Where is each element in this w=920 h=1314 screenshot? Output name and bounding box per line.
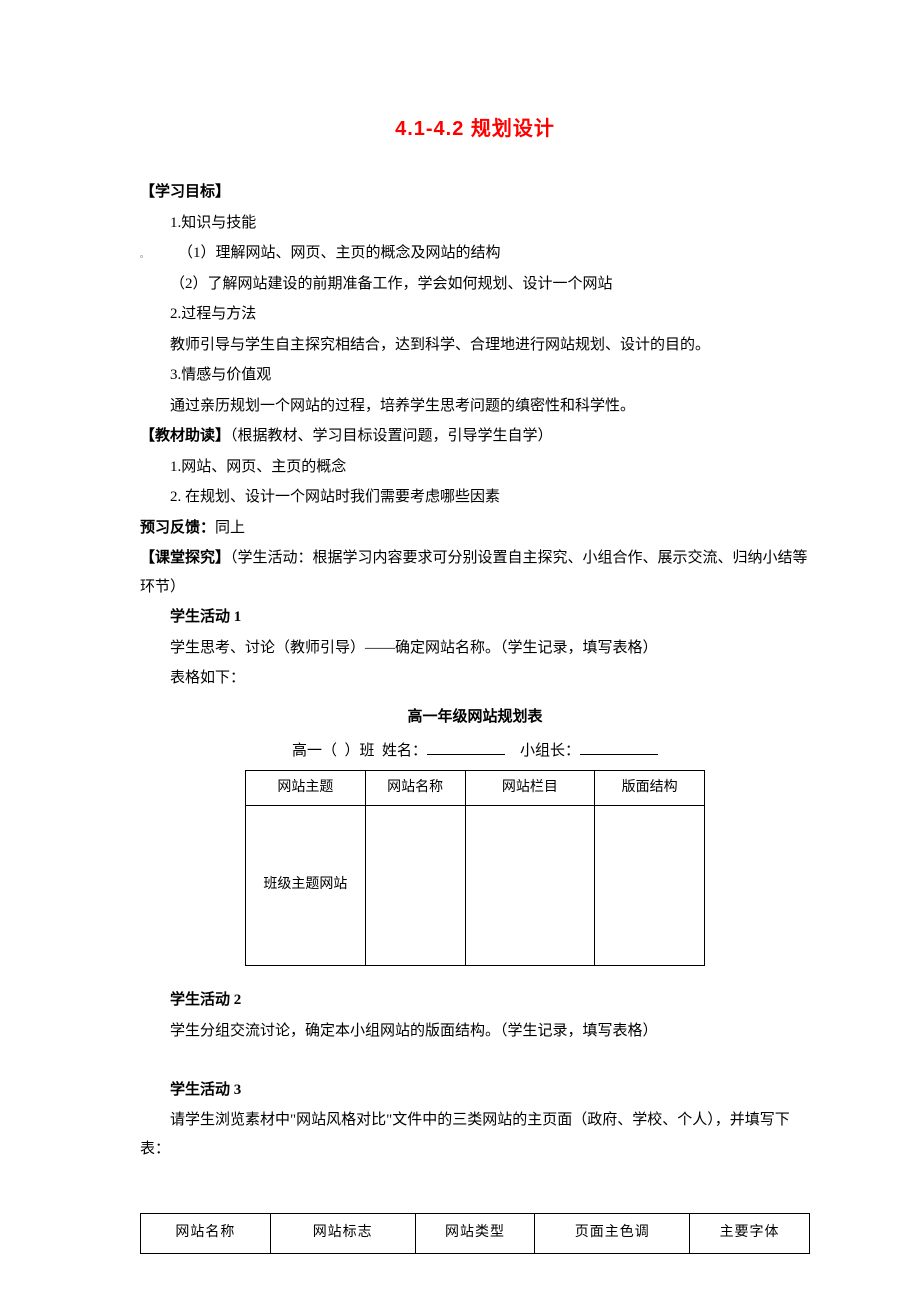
activity1-text: 表格如下： (140, 664, 810, 693)
preview-text: 同上 (215, 520, 245, 536)
table-row: 班级主题网站 (246, 806, 705, 966)
preview-feedback: 预习反馈：同上 (140, 514, 810, 543)
document-title: 4.1-4.2 规划设计 (140, 110, 810, 148)
name-blank[interactable] (427, 740, 505, 755)
explore-note: （学生活动：根据学习内容要求可分别设置自主探究、小组合作、展示交流、归纳小结等环… (140, 550, 808, 595)
table-header: 主要字体 (690, 1214, 810, 1254)
reading-item: 1.网站、网页、主页的概念 (140, 453, 810, 482)
table-header: 网站类型 (415, 1214, 535, 1254)
style-table: 网站名称 网站标志 网站类型 页面主色调 主要字体 (140, 1213, 810, 1254)
goals-item: 教师引导与学生自主探究相结合，达到科学、合理地进行网站规划、设计的目的。 (140, 331, 810, 360)
table1-wrapper: 高一年级网站规划表 高一（ ）班 姓名： 小组长： 网站主题 网站名称 网站栏目… (140, 703, 810, 967)
goals-header: 【学习目标】 (140, 178, 810, 207)
table-header: 网站名称 (141, 1214, 271, 1254)
explore-header: 【课堂探究】 (140, 550, 230, 566)
explore-section: 【课堂探究】（学生活动：根据学习内容要求可分别设置自主探究、小组合作、展示交流、… (140, 544, 810, 601)
goals-item: （2）了解网站建设的前期准备工作，学会如何规划、设计一个网站 (140, 270, 810, 299)
activity1-text: 学生思考、讨论（教师引导）——确定网站名称。（学生记录，填写表格） (140, 634, 810, 663)
planning-table: 网站主题 网站名称 网站栏目 版面结构 班级主题网站 (245, 770, 705, 967)
leader-blank[interactable] (580, 740, 658, 755)
reading-note: （根据教材、学习目标设置问题，引导学生自学） (230, 428, 553, 444)
table-cell[interactable] (465, 806, 595, 966)
table-cell[interactable]: 班级主题网站 (246, 806, 366, 966)
goals-item: 。（1）理解网站、网页、主页的概念及网站的结构 (140, 239, 810, 268)
marker-icon: 。 (140, 250, 148, 259)
goals-item: 1.知识与技能 (140, 209, 810, 238)
reading-header: 【教材助读】 (140, 428, 230, 444)
table-cell[interactable] (595, 806, 705, 966)
goals-item: 3.情感与价值观 (140, 361, 810, 390)
activity2-header: 学生活动 2 (140, 986, 810, 1015)
goals-item: 2.过程与方法 (140, 300, 810, 329)
table-header: 页面主色调 (535, 1214, 690, 1254)
activity2-text: 学生分组交流讨论，确定本小组网站的版面结构。（学生记录，填写表格） (140, 1017, 810, 1046)
table-row: 网站主题 网站名称 网站栏目 版面结构 (246, 770, 705, 806)
reading-item: 2. 在规划、设计一个网站时我们需要考虑哪些因素 (140, 483, 810, 512)
table-header: 网站标志 (270, 1214, 415, 1254)
table-header: 网站主题 (246, 770, 366, 806)
table-header: 网站栏目 (465, 770, 595, 806)
activity3-header: 学生活动 3 (140, 1076, 810, 1105)
activity1-header: 学生活动 1 (140, 603, 810, 632)
table-header: 版面结构 (595, 770, 705, 806)
table-row: 网站名称 网站标志 网站类型 页面主色调 主要字体 (141, 1214, 810, 1254)
table1-title: 高一年级网站规划表 (140, 703, 810, 732)
activity3-text: 请学生浏览素材中"网站风格对比"文件中的三类网站的主页面（政府、学校、个人），并… (140, 1106, 810, 1163)
table-cell[interactable] (365, 806, 465, 966)
preview-label: 预习反馈： (140, 520, 215, 536)
goals-item: 通过亲历规划一个网站的过程，培养学生思考问题的缜密性和科学性。 (140, 392, 810, 421)
table1-meta: 高一（ ）班 姓名： 小组长： (140, 737, 810, 766)
reading-section: 【教材助读】（根据教材、学习目标设置问题，引导学生自学） (140, 422, 810, 451)
table-header: 网站名称 (365, 770, 465, 806)
